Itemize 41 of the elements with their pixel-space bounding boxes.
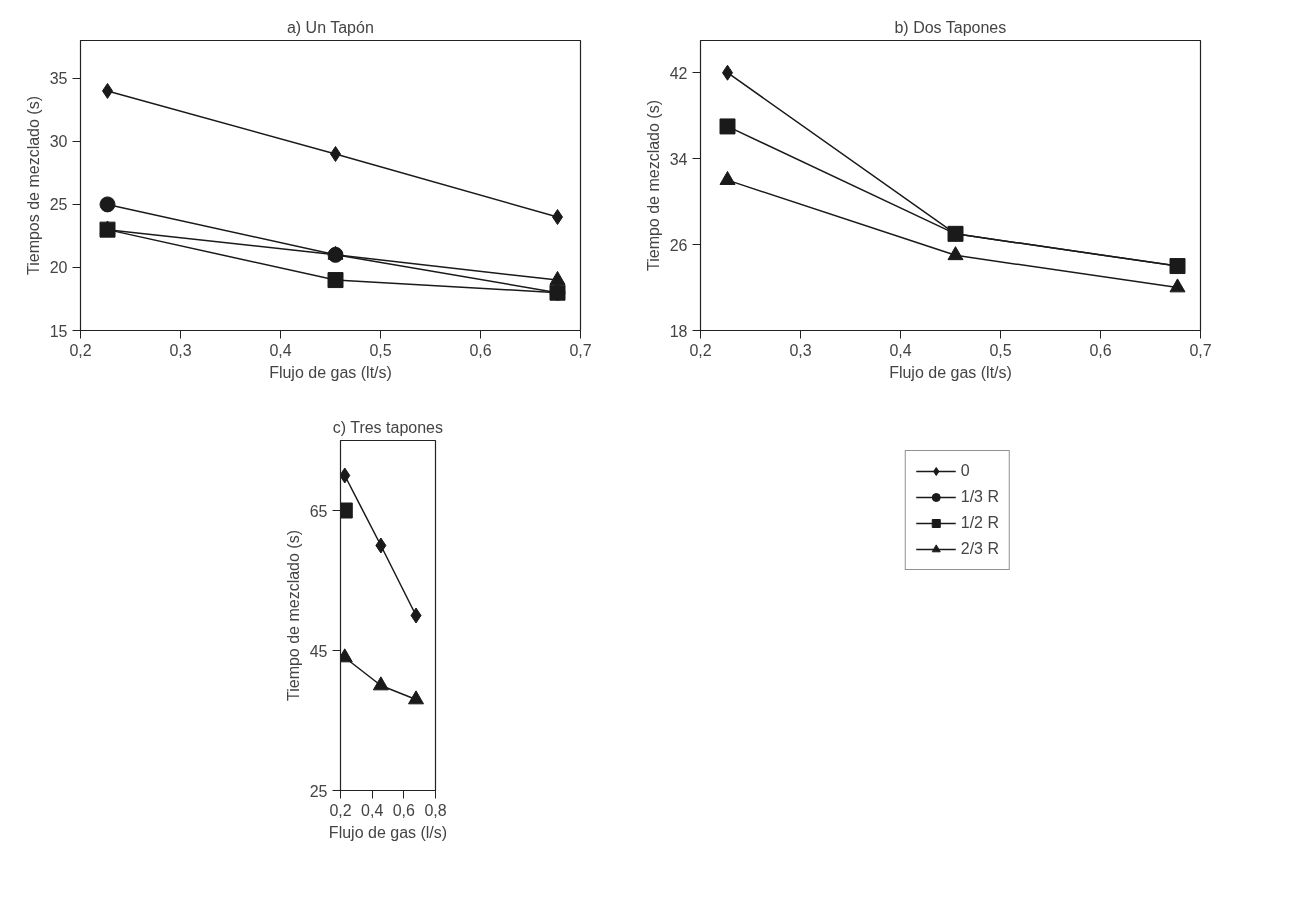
x-tick-label: 0,4	[889, 341, 912, 359]
x-axis-title: Flujo de gas (lt/s)	[889, 363, 1012, 381]
chart-title: b) Dos Tapones	[894, 18, 1007, 36]
x-tick-label: 0,6	[392, 801, 416, 819]
x-tick-label: 0,6	[1089, 341, 1112, 359]
y-tick-label: 42	[669, 64, 688, 82]
legend-label: 1/2 R	[960, 514, 999, 532]
chart-title: c) Tres tapones	[332, 418, 443, 436]
chart-title: a) Un Tapón	[286, 18, 374, 36]
y-axis-title: Tiempo de mezclado (s)	[644, 99, 662, 272]
y-tick-label: 30	[49, 133, 68, 151]
x-tick-label: 0,7	[1189, 341, 1212, 359]
x-tick-label: 0,7	[569, 341, 592, 359]
x-tick-label: 0,2	[69, 341, 92, 359]
y-axis-title: Tiempos de mezclado (s)	[24, 95, 42, 276]
y-tick-label: 26	[669, 236, 688, 254]
y-tick-label: 25	[49, 196, 68, 214]
x-tick-label: 0,2	[689, 341, 712, 359]
legend-label: 2/3 R	[960, 540, 999, 558]
y-tick-label: 20	[49, 259, 68, 277]
legend-label: 1/3 R	[960, 488, 999, 506]
x-tick-label: 0,4	[361, 801, 384, 819]
legend-label: 0	[960, 462, 971, 480]
y-tick-label: 15	[49, 322, 68, 340]
x-tick-label: 0,3	[169, 341, 192, 359]
x-axis-title: Flujo de gas (lt/s)	[269, 363, 392, 381]
x-tick-label: 0,6	[469, 341, 492, 359]
x-tick-label: 0,3	[789, 341, 812, 359]
y-tick-label: 25	[309, 782, 328, 800]
x-tick-label: 0,2	[329, 801, 352, 819]
x-axis-title: Flujo de gas (l/s)	[328, 823, 448, 841]
y-tick-label: 18	[669, 322, 688, 340]
y-tick-label: 35	[49, 70, 68, 88]
y-axis-title: Tiempo de mezclado (s)	[284, 529, 302, 702]
y-tick-label: 34	[669, 150, 688, 168]
y-tick-label: 65	[309, 502, 328, 520]
x-tick-label: 0,5	[369, 341, 392, 359]
y-tick-label: 45	[309, 642, 328, 660]
x-tick-label: 0,8	[424, 801, 447, 819]
x-tick-label: 0,5	[989, 341, 1012, 359]
x-tick-label: 0,4	[269, 341, 292, 359]
